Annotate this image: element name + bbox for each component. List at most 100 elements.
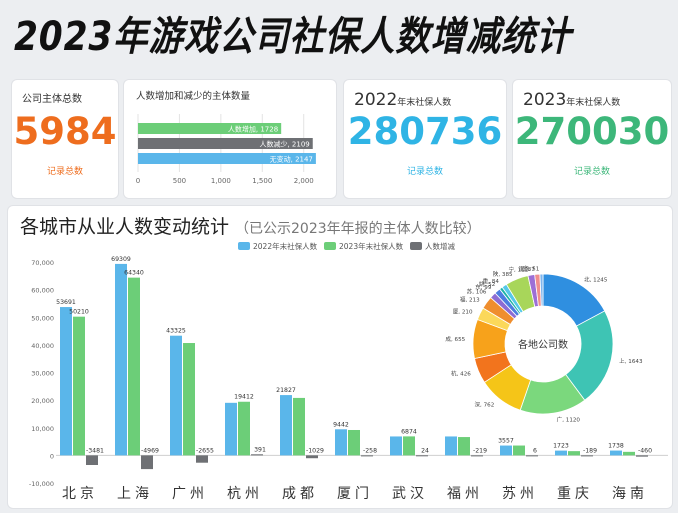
donut-slice-label: 姚, 52 bbox=[479, 280, 495, 288]
bar-data-label: 69309 bbox=[111, 256, 131, 263]
legend-swatch bbox=[238, 242, 250, 250]
donut-slice-label: 陕, 385 bbox=[493, 270, 513, 278]
y-tick-label: 40,000 bbox=[31, 342, 54, 350]
x-category-label: 上海 bbox=[117, 486, 153, 502]
legend-swatch bbox=[324, 242, 336, 250]
bar bbox=[196, 455, 208, 463]
hbar-bar-label: 人数减少, 2109 bbox=[259, 140, 309, 149]
bar-data-label: -258 bbox=[363, 447, 377, 454]
donut-slice-label: 宁, 112 bbox=[508, 266, 528, 274]
kpi-total-value: 5984 bbox=[13, 110, 117, 153]
kpi-2022-label: 年末社保人数 bbox=[397, 98, 452, 108]
y-tick-label: 20,000 bbox=[31, 397, 54, 405]
bar bbox=[458, 437, 470, 456]
donut-slice-label: 厦, 210 bbox=[453, 308, 473, 315]
x-category-label: 杭州 bbox=[227, 486, 263, 502]
bar-data-label: -189 bbox=[583, 447, 597, 454]
bar-data-label: 64340 bbox=[124, 270, 144, 277]
bar-data-label: 50210 bbox=[69, 309, 89, 316]
y-tick-label: 60,000 bbox=[31, 287, 54, 295]
y-tick-label: 0 bbox=[50, 452, 54, 460]
x-category-label: 福州 bbox=[447, 486, 483, 502]
hbar-chart: 人数增加和减少的主体数量 0 500 1,000 1,500 2,000 人数增加, 172… bbox=[136, 90, 316, 185]
kpi-2023-value: 270030 bbox=[514, 110, 670, 153]
section-subtitle: （已公示2023年年报的主体人数比较） bbox=[235, 221, 481, 237]
bar-data-label: -4969 bbox=[141, 447, 159, 454]
hbar-bar bbox=[138, 153, 316, 164]
bar-data-label: 391 bbox=[254, 446, 266, 453]
bar bbox=[636, 455, 648, 457]
bar bbox=[128, 277, 140, 456]
donut-slice-label: 上, 1643 bbox=[619, 357, 643, 365]
donut-slice-label: 成, 655 bbox=[445, 335, 465, 343]
bar bbox=[445, 436, 457, 456]
x-category-label: 成都 bbox=[282, 486, 318, 502]
donut-slice-label: 苏, 106 bbox=[467, 288, 487, 296]
bar bbox=[115, 263, 127, 456]
donut-slice-label: 东, 99 bbox=[475, 283, 492, 291]
section-title: 各城市从业人数变动统计 bbox=[20, 216, 230, 238]
bar bbox=[170, 335, 182, 456]
x-category-label: 厦门 bbox=[337, 486, 373, 502]
page-title: 2023年游戏公司社保人数增减统计 bbox=[14, 14, 572, 60]
bar bbox=[513, 445, 525, 456]
kpi-2022-year: 2022 bbox=[354, 90, 398, 110]
bar-data-label: 53691 bbox=[56, 299, 76, 306]
bar bbox=[610, 450, 622, 456]
donut-slice-label: 重, 84 bbox=[483, 277, 500, 285]
bar-data-label: 6 bbox=[533, 447, 537, 454]
bar bbox=[500, 445, 512, 456]
bar bbox=[183, 343, 195, 456]
bar bbox=[555, 450, 567, 456]
x-category-label: 海南 bbox=[612, 486, 648, 502]
bar-data-label: 1723 bbox=[553, 443, 569, 450]
x-category-label: 北京 bbox=[62, 486, 98, 502]
bar-data-label: -219 bbox=[473, 447, 487, 454]
hbar-bar bbox=[138, 138, 313, 149]
bar bbox=[623, 451, 635, 456]
section-heading: 各城市从业人数变动统计 （已公示2023年年报的主体人数比较） bbox=[20, 212, 481, 239]
bar bbox=[581, 455, 593, 457]
bar bbox=[390, 436, 402, 456]
bar bbox=[86, 455, 98, 465]
bar bbox=[73, 316, 85, 456]
hbar-tick-label: 500 bbox=[173, 177, 186, 185]
bar bbox=[280, 395, 292, 456]
bar-data-label: -1029 bbox=[306, 447, 324, 454]
donut-slice bbox=[539, 273, 544, 307]
y-tick-label: 50,000 bbox=[31, 314, 54, 322]
donut-slice-label: 广, 1120 bbox=[557, 416, 581, 424]
x-category-label: 重庆 bbox=[557, 486, 593, 502]
city-bar-chart: 2022年末社保人数 2023年末社保人数 人数增减 70,000 60,000 50,0… bbox=[29, 241, 668, 502]
bar bbox=[416, 455, 428, 457]
bar bbox=[251, 454, 263, 456]
bar bbox=[335, 429, 347, 456]
bar bbox=[348, 429, 360, 456]
kpi-total-label: 公司主体总数 bbox=[22, 94, 82, 105]
bar-data-label: 43325 bbox=[166, 328, 186, 335]
bar bbox=[238, 401, 250, 456]
donut-slice-label: 津, 87 bbox=[519, 266, 536, 273]
kpi-card-total: 公司主体总数 5984 记录总数 bbox=[12, 80, 118, 198]
bar-data-label: 1738 bbox=[608, 443, 624, 450]
bar bbox=[306, 455, 318, 459]
bar-data-label: 21827 bbox=[276, 387, 296, 394]
bar bbox=[361, 455, 373, 457]
x-category-label: 广州 bbox=[172, 486, 208, 502]
kpi-2023-sub: 记录总数 bbox=[573, 167, 610, 177]
legend-label: 2023年末社保人数 bbox=[339, 241, 404, 251]
legend-label: 2022年末社保人数 bbox=[253, 241, 318, 251]
donut-center-label: 各地公司数 bbox=[518, 338, 568, 351]
donut-slice-label: 深, 762 bbox=[474, 400, 494, 408]
bar bbox=[141, 455, 153, 470]
y-tick-label: -10,000 bbox=[29, 480, 54, 488]
hbar-tick-label: 1,000 bbox=[211, 177, 231, 185]
bar bbox=[225, 402, 237, 456]
bar-data-label: 6874 bbox=[401, 428, 417, 435]
kpi-2022-sub: 记录总数 bbox=[406, 167, 443, 177]
donut-slice-label: 北, 1245 bbox=[584, 275, 608, 283]
kpi-2022-value: 280736 bbox=[347, 110, 503, 153]
hbar-bar bbox=[138, 123, 282, 134]
y-tick-label: 10,000 bbox=[31, 425, 54, 433]
bar bbox=[568, 451, 580, 456]
